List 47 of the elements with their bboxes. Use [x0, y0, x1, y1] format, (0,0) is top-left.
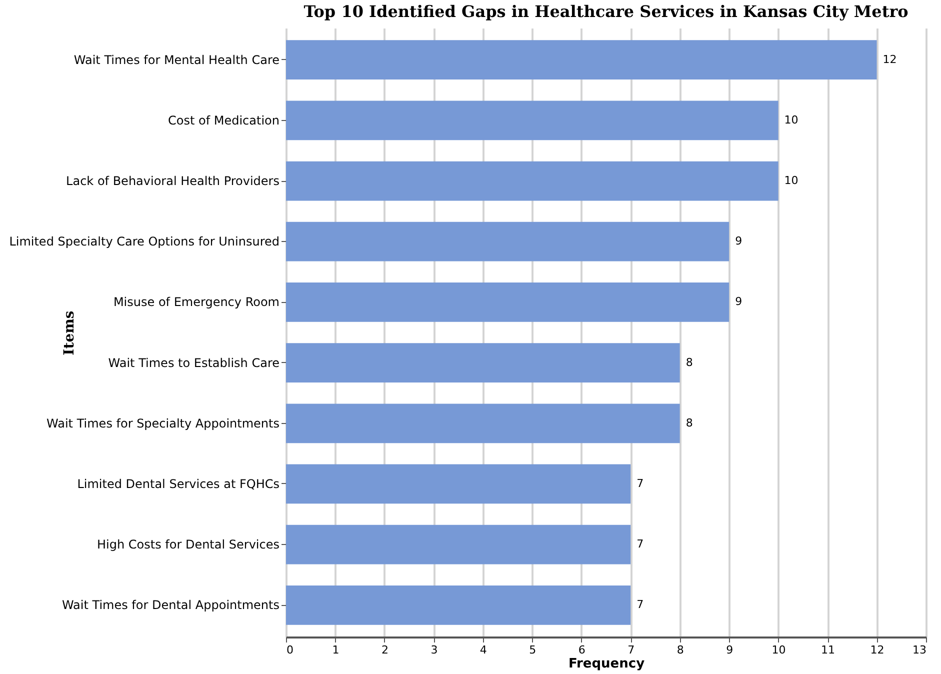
- y-tick-label: Wait Times for Specialty Appointments: [46, 416, 280, 430]
- x-tick-label: 0: [286, 644, 294, 656]
- x-tick-label: 11: [821, 644, 836, 656]
- bar: [286, 222, 730, 262]
- bar: [286, 161, 778, 201]
- bar: [286, 343, 680, 382]
- x-tick-label: 13: [912, 644, 926, 656]
- bar: [286, 282, 730, 322]
- y-tick-label: Misuse of Emergency Room: [113, 295, 280, 310]
- x-tick-label: 7: [628, 644, 635, 656]
- data-label: 12: [882, 52, 897, 66]
- y-tick-label: Wait Times for Mental Health Care: [74, 52, 280, 67]
- data-label: 9: [735, 234, 742, 248]
- chart-title: Top 10 Identified Gaps in Healthcare Services in Kansas City Metro: [304, 2, 909, 21]
- y-tick-label: Limited Specialty Care Options for Uninsured: [9, 234, 280, 249]
- data-label: 10: [784, 113, 798, 126]
- data-label: 7: [636, 598, 644, 612]
- data-label: 8: [686, 356, 693, 369]
- x-tick-label: 12: [870, 644, 884, 656]
- x-tick-label: 2: [381, 644, 388, 656]
- bar: [286, 404, 680, 444]
- x-tick-label: 1: [332, 644, 340, 656]
- data-label: 7: [636, 476, 644, 490]
- y-tick-label: Lack of Behavioral Health Providers: [66, 174, 280, 188]
- data-label: 10: [784, 174, 798, 188]
- x-tick-label: 5: [529, 644, 536, 656]
- data-label: 8: [686, 416, 693, 430]
- x-tick-label: 3: [430, 644, 438, 656]
- data-label: 9: [735, 295, 742, 308]
- y-tick-label: Wait Times for Dental Appointments: [62, 598, 280, 612]
- data-label: 7: [636, 538, 644, 551]
- y-tick-label: Limited Dental Services at FQHCs: [77, 476, 280, 491]
- bar: [286, 40, 877, 80]
- x-axis-title: Frequency: [568, 656, 646, 672]
- bar: [286, 100, 778, 140]
- x-tick-label: 4: [480, 644, 487, 656]
- y-tick-label: High Costs for Dental Services: [97, 538, 280, 552]
- bar: [286, 585, 631, 625]
- x-tick-label: 10: [772, 644, 786, 656]
- y-tick-label: Cost of Medication: [168, 113, 280, 128]
- x-tick-label: 6: [578, 644, 586, 656]
- bar: [286, 524, 631, 564]
- y-axis-title: Items: [62, 310, 78, 356]
- x-tick-label: 8: [676, 644, 684, 656]
- bar: [286, 464, 631, 504]
- x-tick-label: 9: [726, 644, 734, 656]
- y-tick-label: Wait Times to Establish Care: [108, 356, 280, 370]
